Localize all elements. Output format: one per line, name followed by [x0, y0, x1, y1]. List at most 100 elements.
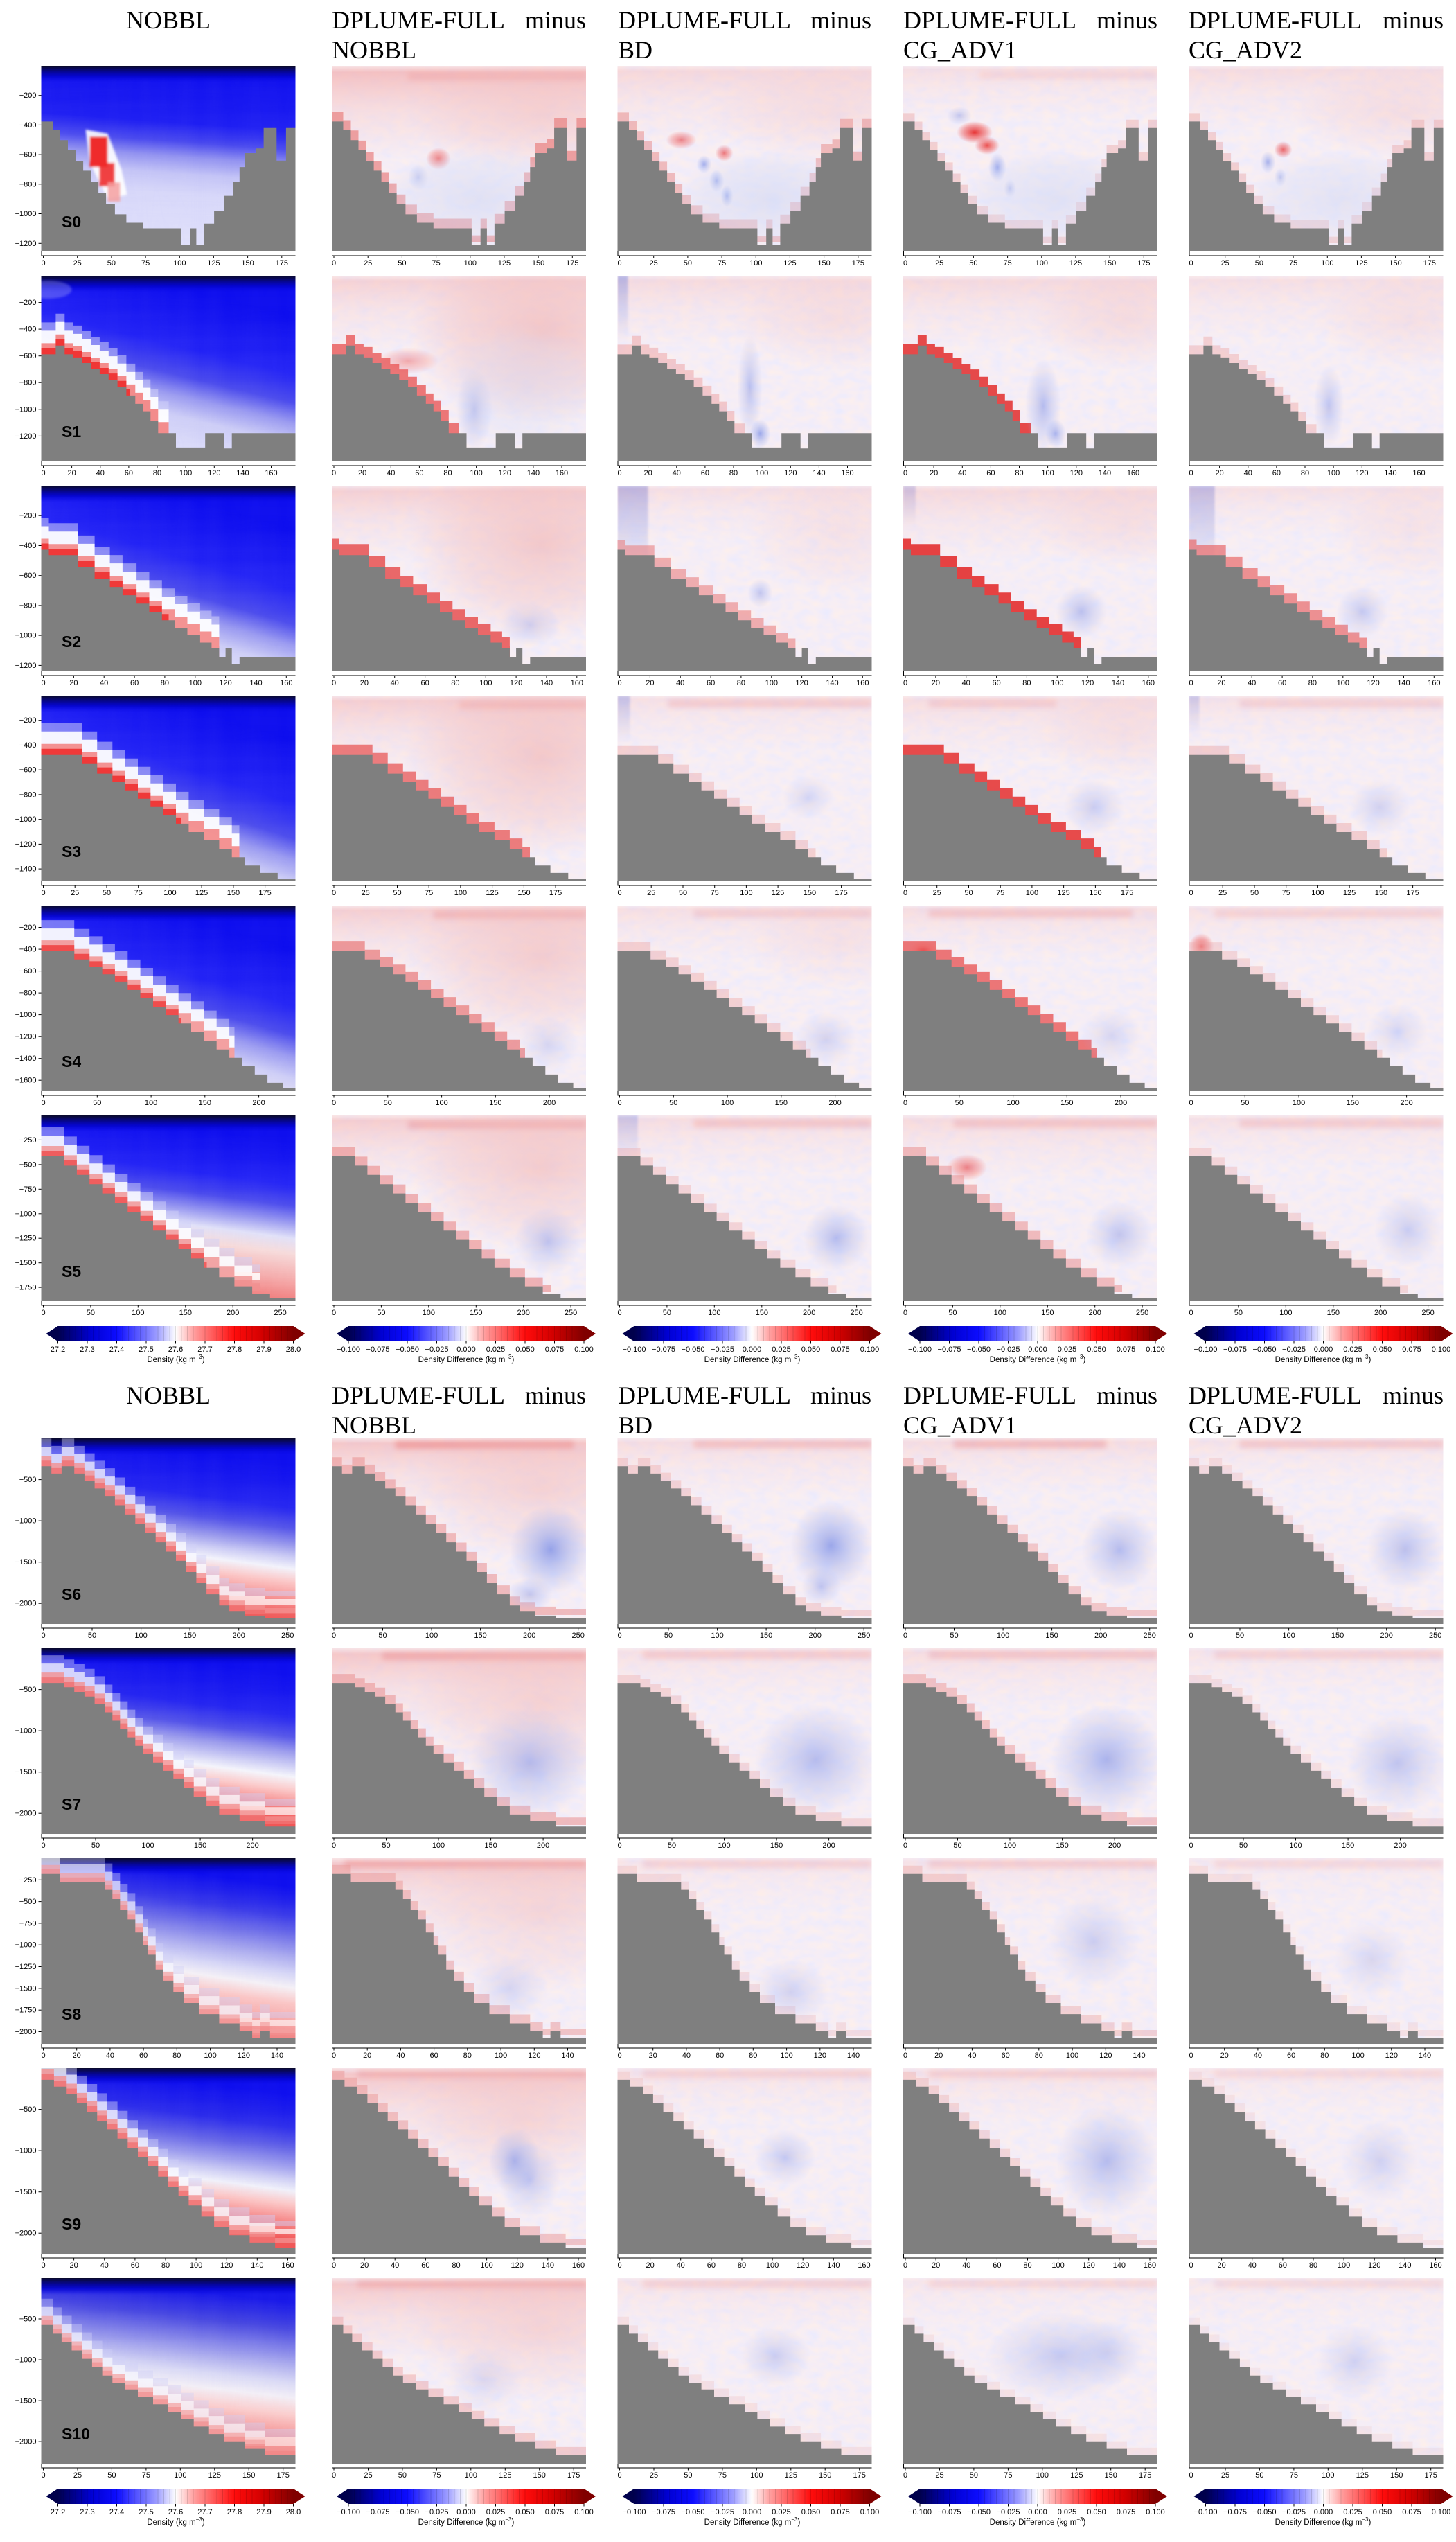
svg-text:50: 50 [948, 1309, 957, 1317]
svg-text:−0.025: −0.025 [425, 1345, 449, 1354]
svg-text:27.5: 27.5 [139, 2508, 153, 2516]
svg-text:60: 60 [139, 2051, 148, 2060]
svg-text:120: 120 [784, 469, 797, 477]
svg-text:−1000: −1000 [15, 1941, 37, 1950]
svg-text:DPLUME-FULL: DPLUME-FULL [332, 6, 505, 34]
svg-text:−1000: −1000 [15, 632, 37, 640]
svg-text:−1500: −1500 [15, 2188, 37, 2196]
svg-text:175: 175 [1406, 889, 1419, 897]
svg-text:0.025: 0.025 [486, 1345, 506, 1354]
svg-text:27.6: 27.6 [168, 2508, 183, 2516]
svg-text:−0.050: −0.050 [682, 2508, 705, 2516]
svg-text:150: 150 [1041, 1309, 1054, 1317]
svg-text:−1000: −1000 [15, 210, 37, 218]
svg-text:40: 40 [962, 679, 970, 687]
svg-text:−1200: −1200 [15, 240, 37, 248]
svg-text:−0.075: −0.075 [366, 2508, 390, 2516]
svg-text:150: 150 [770, 1842, 783, 1850]
svg-text:140: 140 [1397, 679, 1410, 687]
svg-text:−0.025: −0.025 [711, 2508, 734, 2516]
svg-text:0: 0 [903, 259, 907, 267]
svg-text:25: 25 [73, 259, 82, 267]
svg-text:−1250: −1250 [15, 1235, 37, 1243]
svg-text:120: 120 [219, 679, 231, 687]
svg-text:60: 60 [1001, 2051, 1009, 2060]
svg-text:60: 60 [1287, 2051, 1295, 2060]
svg-text:120: 120 [1385, 2051, 1398, 2060]
svg-text:100: 100 [1351, 2051, 1364, 2060]
svg-text:100: 100 [1282, 1632, 1295, 1640]
svg-text:0.025: 0.025 [772, 2508, 791, 2516]
svg-text:120: 120 [795, 679, 808, 687]
svg-text:100: 100 [1289, 1842, 1302, 1850]
svg-text:0: 0 [332, 679, 336, 687]
svg-text:100: 100 [189, 679, 202, 687]
svg-text:−0.025: −0.025 [1282, 2508, 1306, 2516]
svg-text:−1600: −1600 [15, 1077, 37, 1085]
svg-text:60: 60 [125, 469, 133, 477]
svg-text:−0.100: −0.100 [908, 2508, 932, 2516]
svg-text:140: 140 [813, 469, 825, 477]
svg-text:0: 0 [903, 889, 907, 897]
svg-text:0.100: 0.100 [860, 2508, 880, 2516]
svg-text:150: 150 [819, 2471, 831, 2480]
svg-text:120: 120 [797, 2261, 809, 2270]
svg-text:−500: −500 [19, 1476, 37, 1484]
svg-text:−0.075: −0.075 [652, 1345, 675, 1354]
svg-text:0.000: 0.000 [1028, 2508, 1047, 2516]
svg-text:−1500: −1500 [15, 2397, 37, 2406]
svg-text:140: 140 [1399, 2261, 1411, 2270]
svg-text:100: 100 [1066, 2051, 1078, 2060]
svg-text:160: 160 [856, 679, 869, 687]
svg-text:−750: −750 [19, 1185, 37, 1194]
svg-text:150: 150 [533, 2471, 546, 2480]
svg-text:150: 150 [817, 259, 830, 267]
svg-text:NOBBL: NOBBL [126, 1382, 211, 1409]
svg-text:250: 250 [1421, 1309, 1434, 1317]
svg-text:20: 20 [932, 2261, 940, 2270]
svg-text:75: 75 [1289, 259, 1297, 267]
svg-text:60: 60 [429, 2051, 438, 2060]
svg-text:120: 120 [511, 2261, 524, 2270]
svg-text:125: 125 [772, 889, 784, 897]
svg-text:200: 200 [1089, 1309, 1101, 1317]
svg-text:−800: −800 [19, 379, 37, 387]
svg-text:−0.025: −0.025 [997, 2508, 1020, 2516]
svg-text:75: 75 [1004, 2471, 1012, 2480]
svg-text:0.100: 0.100 [860, 1345, 880, 1354]
svg-text:50: 50 [950, 1632, 958, 1640]
svg-text:40: 40 [958, 469, 966, 477]
svg-text:50: 50 [1241, 1099, 1249, 1107]
svg-text:−200: −200 [19, 299, 37, 307]
svg-text:NOBBL: NOBBL [126, 6, 211, 34]
svg-text:50: 50 [398, 259, 406, 267]
svg-text:50: 50 [378, 1632, 387, 1640]
svg-text:250: 250 [281, 1632, 294, 1640]
svg-text:S3: S3 [62, 842, 81, 860]
svg-text:0: 0 [332, 889, 336, 897]
svg-text:50: 50 [964, 889, 973, 897]
svg-text:0: 0 [617, 1099, 621, 1107]
svg-text:−500: −500 [19, 1160, 37, 1169]
svg-text:−0.075: −0.075 [652, 2508, 675, 2516]
svg-text:27.2: 27.2 [51, 1345, 65, 1354]
svg-text:S7: S7 [62, 1795, 81, 1813]
svg-text:−0.075: −0.075 [1223, 2508, 1247, 2516]
svg-text:25: 25 [1221, 2471, 1229, 2480]
svg-text:60: 60 [707, 679, 715, 687]
svg-text:−800: −800 [19, 180, 37, 188]
svg-text:27.8: 27.8 [227, 2508, 242, 2516]
svg-text:60: 60 [420, 679, 429, 687]
svg-text:60: 60 [993, 2261, 1001, 2270]
svg-text:50: 50 [382, 1842, 390, 1850]
svg-text:−1500: −1500 [15, 1984, 37, 1993]
svg-text:150: 150 [242, 2471, 255, 2480]
svg-text:100: 100 [994, 1309, 1006, 1317]
svg-text:125: 125 [785, 2471, 797, 2480]
svg-text:150: 150 [1327, 1309, 1340, 1317]
svg-text:150: 150 [1060, 1099, 1073, 1107]
svg-text:150: 150 [179, 1309, 192, 1317]
svg-text:0: 0 [1189, 1842, 1193, 1850]
svg-text:60: 60 [1272, 469, 1281, 477]
svg-text:CG_ADV2: CG_ADV2 [1189, 1411, 1302, 1439]
